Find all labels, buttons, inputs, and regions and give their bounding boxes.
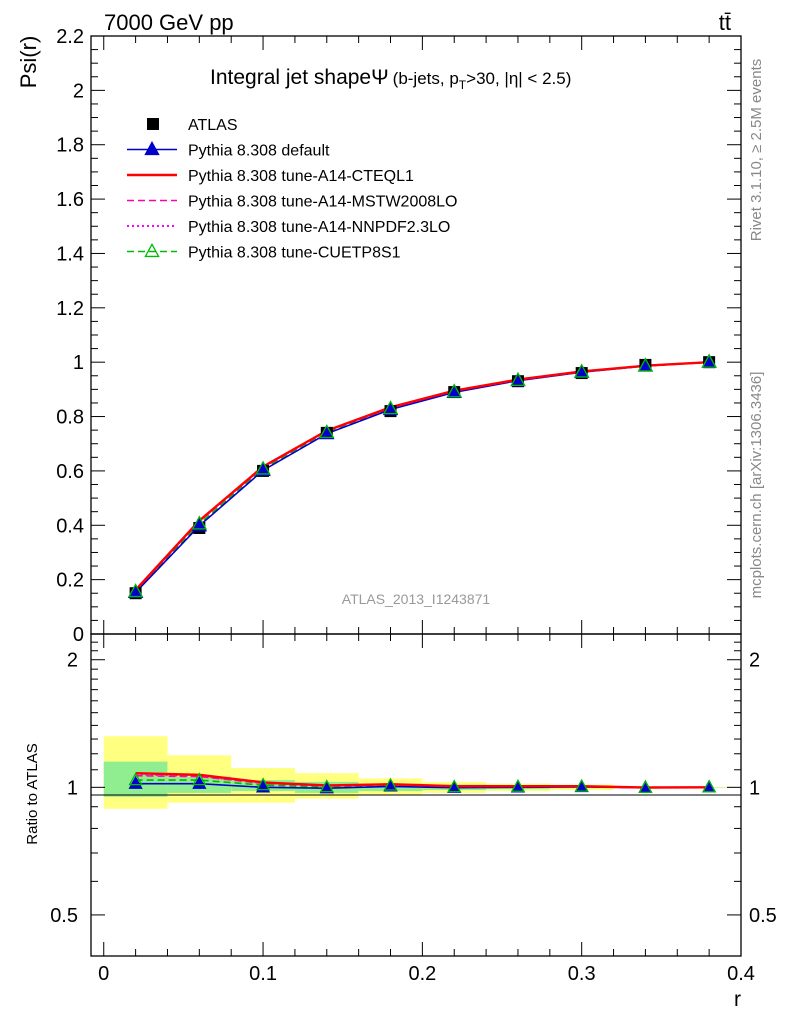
main-ytick-label: 1 xyxy=(73,352,84,374)
ratio-ytick-label-right: 2 xyxy=(749,650,760,672)
series-line-3 xyxy=(135,361,710,592)
main-ytick-label: 2 xyxy=(73,80,84,102)
ratio-ytick-label-right: 1 xyxy=(749,777,760,799)
chart-title-condition-sub: T xyxy=(459,78,467,92)
cuetp8s1-marker xyxy=(637,357,654,372)
process-label: tt̄ xyxy=(719,10,731,35)
ratio-cuetp8s1-marker xyxy=(702,779,717,793)
main-ytick-label: 0.6 xyxy=(56,461,84,483)
legend-label-3: Pythia 8.308 tune-A14-MSTW2008LO xyxy=(188,194,457,211)
chart-title: Integral jet shapeΨ (b-jets, pT>30, |η| <… xyxy=(210,66,571,92)
ratio-cuetp8s1-marker xyxy=(255,777,271,791)
cuetp8s1-marker xyxy=(701,353,717,368)
main-ytick-label: 0.8 xyxy=(56,407,84,429)
xtick-label: 0 xyxy=(98,963,109,985)
ratio-ytick-label-right: 0.5 xyxy=(749,905,777,927)
ratio-ytick-label: 0.5 xyxy=(50,905,78,927)
main-ylabel: Psi(r) xyxy=(16,36,41,89)
xlabel: r xyxy=(734,988,741,1011)
legend-label-0: ATLAS xyxy=(188,117,238,134)
xtick-label: 0.3 xyxy=(568,963,596,985)
analysis-watermark: ATLAS_2013_I1243871 xyxy=(342,591,491,607)
series-line-4 xyxy=(134,361,710,591)
xtick-label: 0.2 xyxy=(408,963,436,985)
chart-title-condition-a: (b-jets, p xyxy=(393,69,459,88)
ratio-default-marker xyxy=(192,775,207,789)
series-line-2 xyxy=(134,360,710,591)
legend-label-1: Pythia 8.308 default xyxy=(188,143,330,160)
ratio-cuetp8s1-marker xyxy=(192,772,207,786)
main-ytick-label: 1.4 xyxy=(56,243,84,265)
ratio-ytick-label: 1 xyxy=(67,777,78,799)
cuetp8s1-marker xyxy=(382,400,399,415)
ratio-cuetp8s1-marker xyxy=(128,772,143,786)
ratio-cuetp8s1-marker xyxy=(319,779,334,793)
ratio-cuetp8s1-marker xyxy=(383,777,398,791)
ratio-series-line-1 xyxy=(135,771,710,789)
ratio-cuetp8s1-marker xyxy=(510,778,526,792)
chart-title-main: Integral jet shape xyxy=(210,66,371,89)
xtick-label: 0.1 xyxy=(249,963,277,985)
cuetp8s1-marker xyxy=(255,460,271,475)
ratio-ytick-label: 2 xyxy=(67,650,78,672)
main-ytick-label: 1.8 xyxy=(56,135,84,157)
legend-marker-default xyxy=(144,140,160,156)
ratio-cuetp8s1-marker xyxy=(638,780,653,794)
ratio-plot: 0.5 1 2 0.5 1 2 0 0.1 0.2 0.3 0.4 xyxy=(50,633,777,985)
legend-marker-atlas xyxy=(147,118,159,130)
legend: ATLAS Pythia 8.308 default Pythia 8.308 tu… xyxy=(127,117,457,262)
series-line-1 xyxy=(135,361,710,593)
cuetp8s1-marker xyxy=(127,583,144,598)
ratio-ylabel: Ratio to ATLAS xyxy=(24,743,41,844)
main-ytick-label: 0.2 xyxy=(56,570,84,592)
cuetp8s1-marker xyxy=(319,424,335,439)
cuetp8s1-marker xyxy=(446,383,462,398)
legend-label-5: Pythia 8.308 tune-CUETP8S1 xyxy=(188,245,401,262)
main-ytick-label-bottom: 0 xyxy=(73,624,84,646)
ratio-cuetp8s1-marker xyxy=(447,779,462,793)
main-ytick-label: 0.4 xyxy=(56,515,84,537)
cuetp8s1-marker xyxy=(191,515,208,530)
main-ytick-label: 2.2 xyxy=(56,26,84,48)
ratio-default-marker xyxy=(128,775,143,789)
legend-label-2: Pythia 8.308 tune-A14-CTEQL1 xyxy=(188,168,414,185)
cuetp8s1-marker xyxy=(573,363,590,378)
rivet-label: Rivet 3.1.10, ≥ 2.5M events xyxy=(748,59,765,242)
cuetp8s1-marker xyxy=(510,371,526,386)
energy-label: 7000 GeV pp xyxy=(104,10,234,35)
main-ytick-label: 1.2 xyxy=(56,298,84,320)
legend-label-4: Pythia 8.308 tune-A14-NNPDF2.3LO xyxy=(188,219,450,236)
default-marker xyxy=(255,461,271,476)
source-label: mcplots.cern.ch [arXiv:1306.3436] xyxy=(748,372,765,599)
xtick-label: 0.4 xyxy=(727,963,755,985)
legend-marker-cuetp8s1 xyxy=(144,242,160,258)
ratio-cuetp8s1-marker xyxy=(574,778,589,792)
series-line-5 xyxy=(135,361,710,593)
default-marker xyxy=(191,517,208,532)
chart-title-condition-b: >30, |η| < 2.5) xyxy=(466,69,571,88)
main-plot: 0.2 0.4 0.6 0.8 1 1.2 1.4 1.6 1.8 2 2.2 0 Integral… xyxy=(56,26,742,646)
chart-title-psi: Ψ xyxy=(371,66,389,89)
ratio-plot-frame xyxy=(90,633,742,957)
main-ytick-label: 1.6 xyxy=(56,189,84,211)
